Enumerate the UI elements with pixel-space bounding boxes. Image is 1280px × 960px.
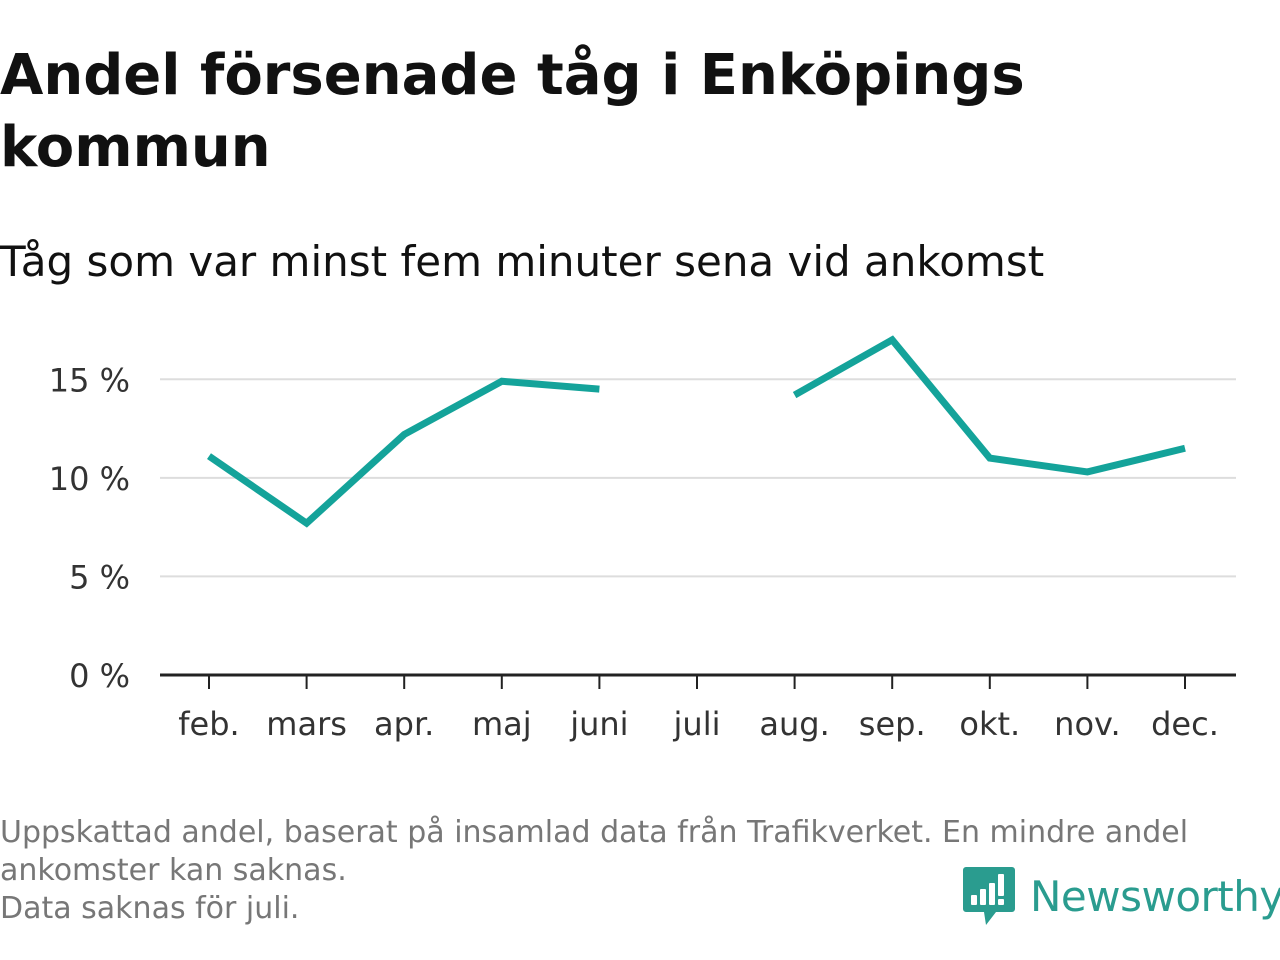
brand-name: Newsworthy [1030,871,1280,921]
chart-subtitle: Tåg som var minst fem minuter sena vid a… [0,237,1045,286]
y-tick-label: 0 % [69,657,130,695]
x-tick-label: sep. [859,705,926,743]
x-tick-label: feb. [178,705,239,743]
footnote-line-2: ankomster kan saknas. [0,853,347,888]
x-tick-label: mars [266,705,347,743]
y-tick-label: 15 % [49,361,130,399]
x-tick-label: nov. [1054,705,1120,743]
x-tick-label: okt. [959,705,1020,743]
footnote: Uppskattad andel, baserat på insamlad da… [0,814,1270,928]
brand-logo: Newsworthy [962,864,1280,928]
chart-title: Andel försenade tåg i Enköpings kommun [0,43,1025,180]
footnote-line-1: Uppskattad andel, baserat på insamlad da… [0,815,1189,850]
line-chart: 0 % 5 % 10 % 15 % feb. mars apr. maj juni juli au… [49,335,1236,743]
series-line-segment [207,377,600,528]
x-tick-label: aug. [759,705,829,743]
newsworthy-logo-icon [963,867,1015,925]
y-axis-tick-labels: 0 % 5 % 10 % 15 % [49,361,130,695]
y-tick-label: 5 % [69,558,130,596]
x-tick-label: dec. [1151,705,1219,743]
x-tick-label: apr. [374,705,434,743]
x-tick-label: juni [569,705,628,743]
x-axis [160,673,1236,689]
y-tick-label: 10 % [49,460,130,498]
x-tick-label: juli [673,705,721,743]
series-lines [207,335,1186,528]
gridlines [160,378,1236,578]
x-tick-label: maj [472,705,532,743]
x-axis-tick-labels: feb. mars apr. maj juni juli aug. sep. okt. nov. d… [178,705,1219,743]
series-line-segment [792,335,1186,476]
footnote-line-3: Data saknas för juli. [0,891,300,926]
